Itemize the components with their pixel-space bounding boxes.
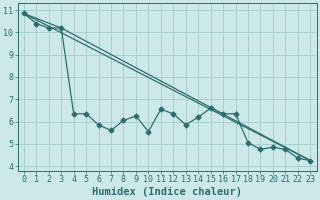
X-axis label: Humidex (Indice chaleur): Humidex (Indice chaleur) <box>92 186 242 197</box>
